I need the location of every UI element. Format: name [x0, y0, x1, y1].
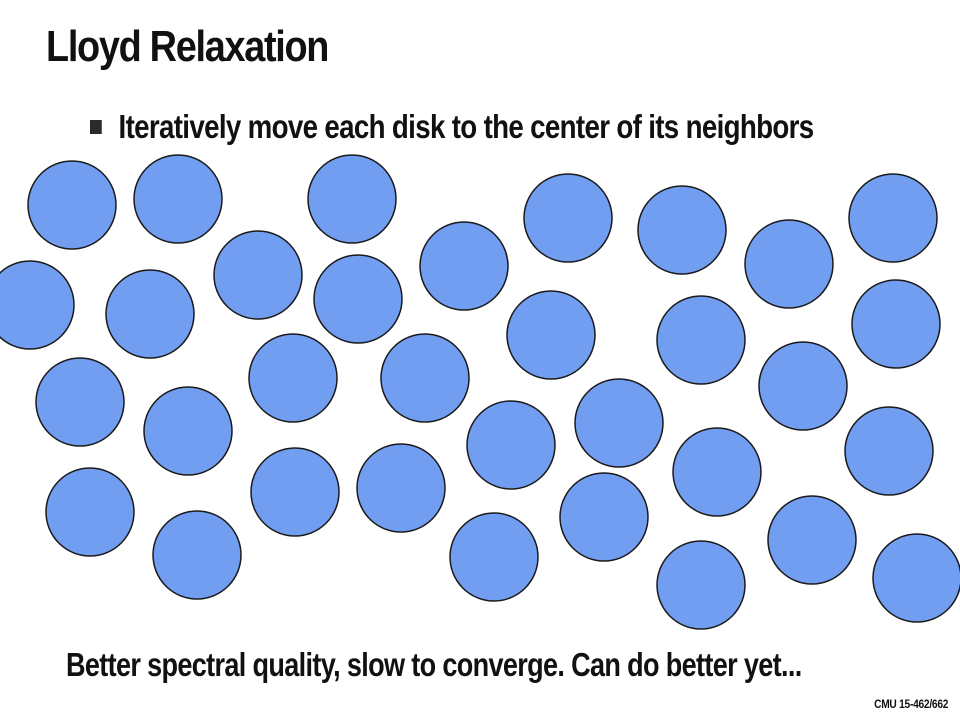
footer-caption: Better spectral quality, slow to converg…	[66, 646, 802, 683]
disk-18	[758, 341, 848, 431]
disk-4	[523, 173, 613, 263]
disk-30	[152, 510, 242, 600]
disk-6	[848, 173, 938, 263]
disk-9	[744, 219, 834, 309]
disk-7	[213, 230, 303, 320]
disk-21	[574, 378, 664, 468]
bullet-text: Iteratively move each disk to the center…	[118, 108, 815, 145]
square-bullet-icon	[90, 120, 102, 134]
course-label: CMU 15-462/662	[873, 697, 948, 711]
disk-33	[872, 533, 960, 623]
bullet-point: Iteratively move each disk to the center…	[90, 108, 814, 146]
disk-26	[356, 443, 446, 533]
disk-12	[313, 254, 403, 344]
disk-16	[248, 333, 338, 423]
disk-1	[27, 160, 117, 250]
disk-23	[672, 427, 762, 517]
disk-13	[506, 290, 596, 380]
disk-17	[380, 333, 470, 423]
disk-22	[466, 400, 556, 490]
slide-title: Lloyd Relaxation	[46, 22, 329, 71]
disk-27	[45, 467, 135, 557]
disk-32	[656, 540, 746, 630]
disk-29	[767, 495, 857, 585]
disk-19	[35, 357, 125, 447]
disk-20	[143, 386, 233, 476]
disk-14	[656, 295, 746, 385]
disk-5	[637, 185, 727, 275]
disk-24	[844, 406, 934, 496]
disk-3	[307, 154, 397, 244]
disk-10	[0, 260, 75, 350]
disk-2	[133, 154, 223, 244]
disk-25	[250, 447, 340, 537]
disk-28	[559, 472, 649, 562]
disk-31	[449, 512, 539, 602]
disk-15	[851, 279, 941, 369]
disk-8	[419, 221, 509, 311]
disk-11	[105, 269, 195, 359]
